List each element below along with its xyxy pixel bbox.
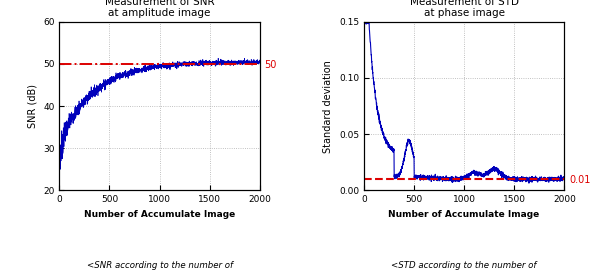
Title: Measurement of SNR
at amplitude image: Measurement of SNR at amplitude image — [105, 0, 214, 18]
Text: <STD according to the number of
accumulate image>: <STD according to the number of accumula… — [391, 261, 537, 272]
Title: Measurement of STD
at phase image: Measurement of STD at phase image — [410, 0, 519, 18]
Y-axis label: Standard deviation: Standard deviation — [323, 60, 333, 153]
X-axis label: Number of Accumulate Image: Number of Accumulate Image — [388, 210, 540, 219]
Y-axis label: SNR (dB): SNR (dB) — [27, 84, 37, 128]
Text: <SNR according to the number of
accumulate image>: <SNR according to the number of accumula… — [87, 261, 233, 272]
X-axis label: Number of Accumulate Image: Number of Accumulate Image — [84, 210, 235, 219]
